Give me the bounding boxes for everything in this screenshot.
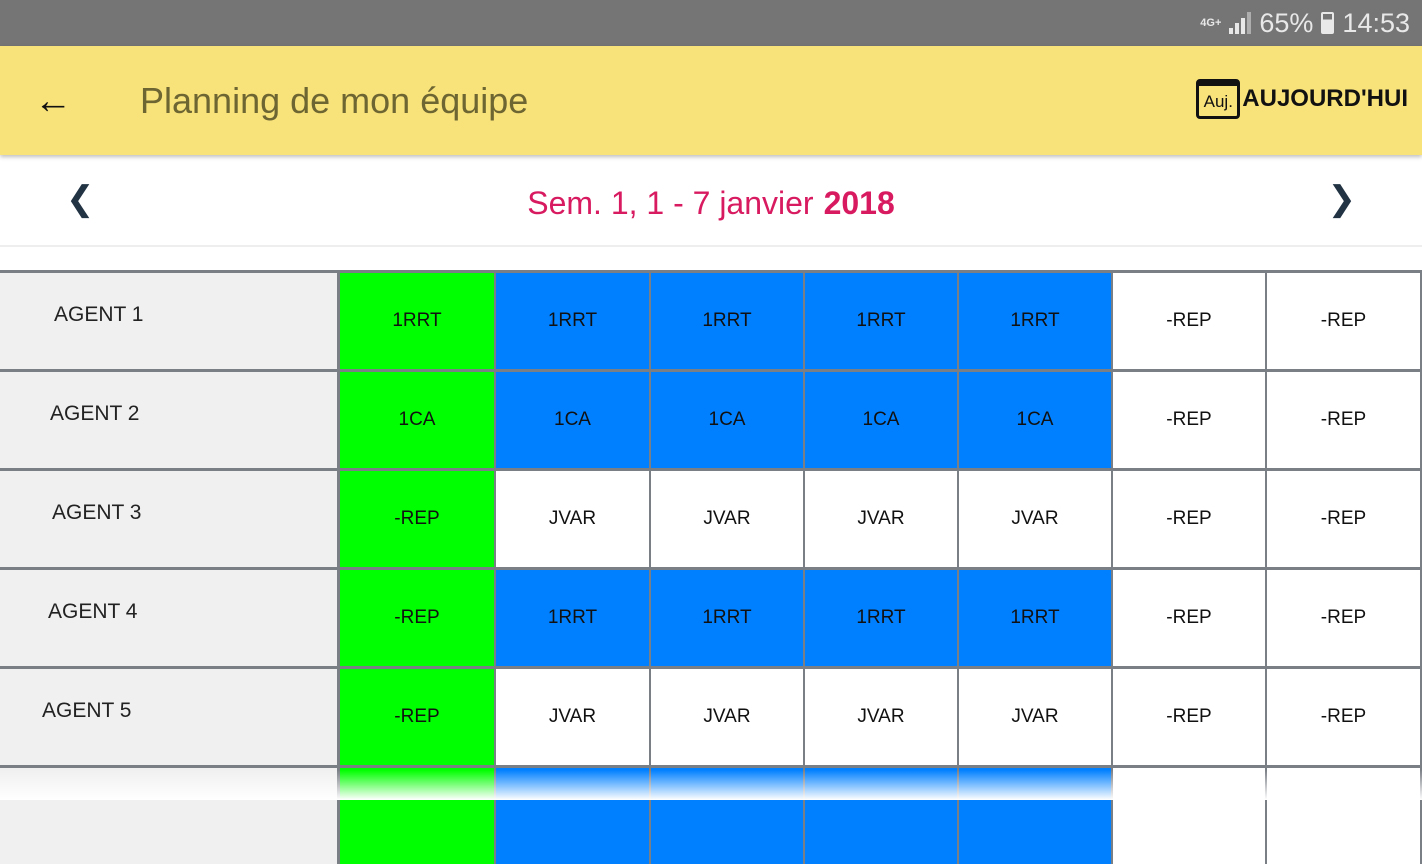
chevron-left-icon[interactable]: ❮ xyxy=(66,180,95,218)
scroll-fade xyxy=(0,770,1422,800)
schedule-cell[interactable]: 1RRT xyxy=(496,570,651,666)
clock: 14:53 xyxy=(1342,7,1410,38)
status-bar: 4G+ 65% 14:53 xyxy=(0,0,1422,46)
table-row: AGENT 5 -REP JVAR JVAR JVAR JVAR -REP -REP xyxy=(0,666,1422,765)
schedule-cell[interactable]: JVAR xyxy=(651,471,805,567)
today-button[interactable]: Auj. AUJOURD'HUI xyxy=(1196,79,1408,119)
schedule-cell[interactable]: JVAR xyxy=(959,669,1113,765)
schedule-cell[interactable]: JVAR xyxy=(496,669,651,765)
week-label: Sem. 1, 1 - 7 janvier 2018 xyxy=(0,185,1422,222)
schedule-cell[interactable]: -REP xyxy=(1267,372,1422,468)
network-indicator: 4G+ xyxy=(1200,16,1222,29)
schedule-cell[interactable]: JVAR xyxy=(805,471,959,567)
schedule-cell[interactable]: JVAR xyxy=(496,471,651,567)
schedule-cell[interactable]: -REP xyxy=(340,570,496,666)
calendar-icon: Auj. xyxy=(1196,79,1241,119)
agent-name: AGENT 2 xyxy=(0,372,340,468)
battery-icon xyxy=(1321,12,1335,34)
table-row: AGENT 3 -REP JVAR JVAR JVAR JVAR -REP -REP xyxy=(0,468,1422,567)
week-year: 2018 xyxy=(823,185,895,221)
battery-percent: 65% xyxy=(1259,7,1314,38)
schedule-cell[interactable]: JVAR xyxy=(651,669,805,765)
schedule-cell[interactable]: -REP xyxy=(1267,570,1422,666)
today-label: AUJOURD'HUI xyxy=(1242,85,1408,112)
agent-name: AGENT 3 xyxy=(0,471,340,567)
schedule-cell[interactable]: 1RRT xyxy=(805,273,959,369)
agent-name: AGENT 5 xyxy=(0,669,340,765)
schedule-cell[interactable]: 1CA xyxy=(496,372,651,468)
schedule-cell[interactable]: 1RRT xyxy=(651,273,805,369)
schedule-cell[interactable]: 1RRT xyxy=(805,570,959,666)
chevron-right-icon[interactable]: ❯ xyxy=(1327,180,1357,218)
schedule-cell[interactable]: JVAR xyxy=(805,669,959,765)
table-row: AGENT 2 1CA 1CA 1CA 1CA 1CA -REP -REP xyxy=(0,369,1422,468)
schedule-cell[interactable]: -REP xyxy=(340,669,496,765)
schedule-cell[interactable]: 1CA xyxy=(340,372,496,468)
schedule-cell[interactable]: 1RRT xyxy=(651,570,805,666)
table-row: AGENT 4 -REP 1RRT 1RRT 1RRT 1RRT -REP -REP xyxy=(0,567,1422,666)
schedule-cell[interactable]: 1CA xyxy=(651,372,805,468)
schedule-cell[interactable]: -REP xyxy=(1113,273,1267,369)
signal-icon xyxy=(1229,12,1252,34)
schedule-cell[interactable]: 1CA xyxy=(805,372,959,468)
schedule-cell[interactable]: -REP xyxy=(1113,570,1267,666)
agent-name: AGENT 4 xyxy=(0,570,340,666)
schedule-cell[interactable]: -REP xyxy=(1267,471,1422,567)
schedule-cell[interactable]: -REP xyxy=(1113,669,1267,765)
app-bar: ← Planning de mon équipe Auj. AUJOURD'HU… xyxy=(0,46,1422,155)
schedule-cell[interactable]: 1CA xyxy=(959,372,1113,468)
page-title: Planning de mon équipe xyxy=(140,80,529,121)
week-range: Sem. 1, 1 - 7 janvier xyxy=(527,185,814,221)
schedule-cell[interactable]: JVAR xyxy=(959,471,1113,567)
schedule-cell[interactable]: 1RRT xyxy=(959,273,1113,369)
week-navigator: ❮ Sem. 1, 1 - 7 janvier 2018 ❯ xyxy=(0,155,1422,247)
schedule-cell[interactable]: 1RRT xyxy=(959,570,1113,666)
schedule-cell[interactable]: 1RRT xyxy=(340,273,496,369)
table-row: AGENT 1 1RRT 1RRT 1RRT 1RRT 1RRT -REP -REP xyxy=(0,270,1422,369)
schedule-cell[interactable]: -REP xyxy=(340,471,496,567)
schedule-cell[interactable]: -REP xyxy=(1267,273,1422,369)
schedule-cell[interactable]: -REP xyxy=(1113,471,1267,567)
schedule-cell[interactable]: 1RRT xyxy=(496,273,651,369)
back-arrow-icon[interactable]: ← xyxy=(34,80,72,122)
schedule-cell[interactable]: -REP xyxy=(1267,669,1422,765)
schedule-cell[interactable]: -REP xyxy=(1113,372,1267,468)
agent-name: AGENT 1 xyxy=(0,273,340,369)
